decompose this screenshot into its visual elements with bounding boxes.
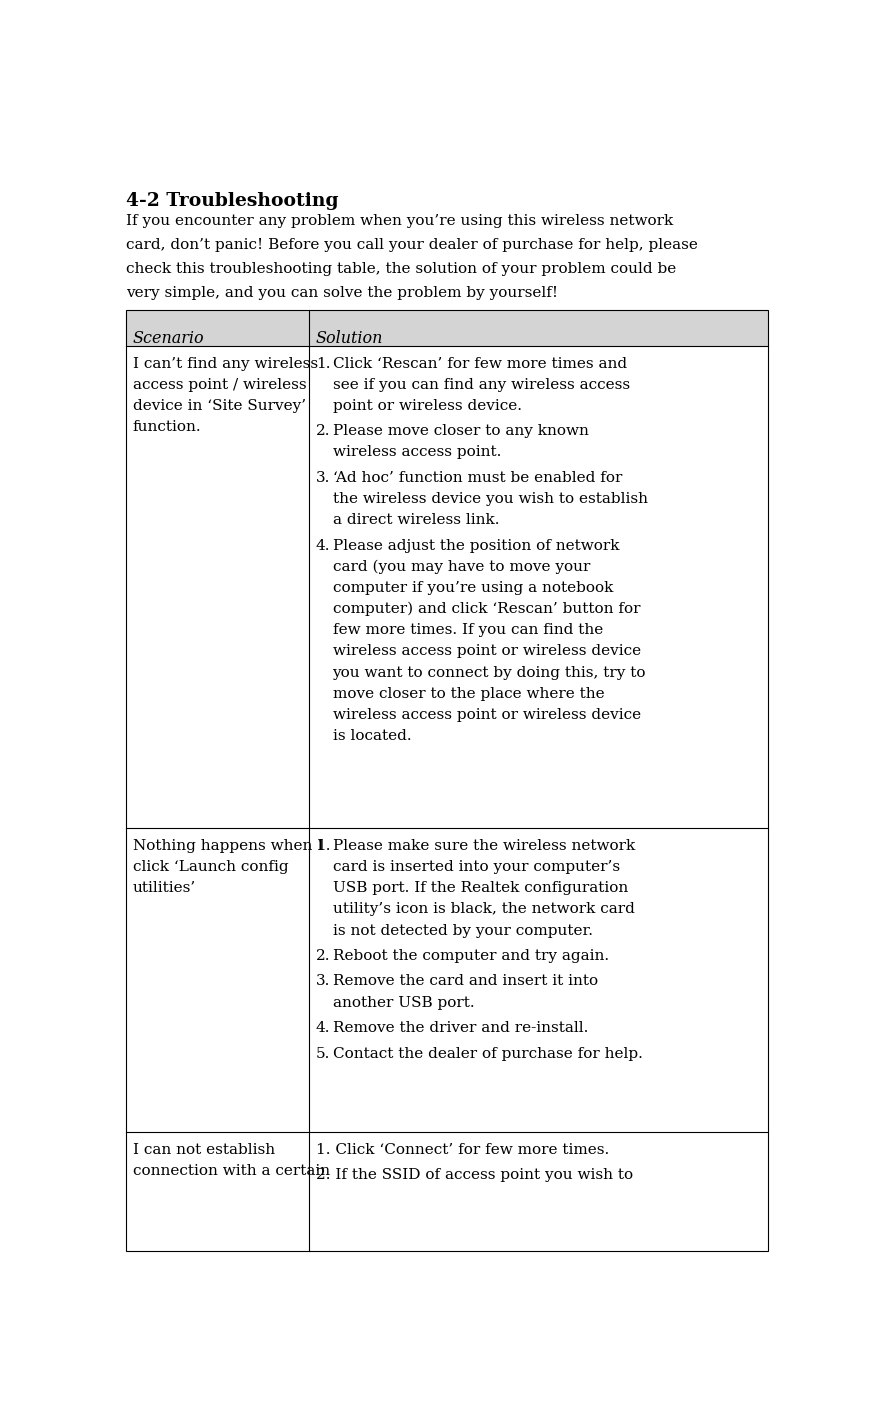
Text: few more times. If you can find the: few more times. If you can find the xyxy=(332,624,603,638)
Text: Contact the dealer of purchase for help.: Contact the dealer of purchase for help. xyxy=(332,1046,643,1060)
Text: 3.: 3. xyxy=(316,470,330,484)
Text: device in ‘Site Survey’: device in ‘Site Survey’ xyxy=(133,398,306,413)
Text: very simple, and you can solve the problem by yourself!: very simple, and you can solve the probl… xyxy=(126,286,558,300)
Text: connection with a certain: connection with a certain xyxy=(133,1163,330,1177)
Text: Please move closer to any known: Please move closer to any known xyxy=(332,424,589,438)
Text: click ‘Launch config: click ‘Launch config xyxy=(133,860,289,874)
Text: 1.: 1. xyxy=(316,839,330,853)
Text: card (you may have to move your: card (you may have to move your xyxy=(332,560,589,574)
Text: ‘Ad hoc’ function must be enabled for: ‘Ad hoc’ function must be enabled for xyxy=(332,470,622,484)
Text: Solution: Solution xyxy=(316,329,383,346)
Text: 2.: 2. xyxy=(316,949,330,963)
Text: a direct wireless link.: a direct wireless link. xyxy=(332,513,499,527)
Text: see if you can find any wireless access: see if you can find any wireless access xyxy=(332,377,630,391)
Text: point or wireless device.: point or wireless device. xyxy=(332,398,521,413)
Text: I can’t find any wireless: I can’t find any wireless xyxy=(133,356,317,370)
Text: card, don’t panic! Before you call your dealer of purchase for help, please: card, don’t panic! Before you call your … xyxy=(126,238,698,252)
Text: move closer to the place where the: move closer to the place where the xyxy=(332,687,604,701)
Text: If you encounter any problem when you’re using this wireless network: If you encounter any problem when you’re… xyxy=(126,214,673,228)
Text: Scenario: Scenario xyxy=(133,329,204,346)
Text: computer if you’re using a notebook: computer if you’re using a notebook xyxy=(332,582,613,596)
Text: Please adjust the position of network: Please adjust the position of network xyxy=(332,539,619,553)
Text: 2.: 2. xyxy=(316,424,330,438)
Text: access point / wireless: access point / wireless xyxy=(133,377,306,391)
Text: 4.: 4. xyxy=(316,539,330,553)
Text: 1.: 1. xyxy=(316,356,330,370)
Text: 3.: 3. xyxy=(316,974,330,988)
Text: 2. If the SSID of access point you wish to: 2. If the SSID of access point you wish … xyxy=(316,1169,633,1181)
Text: the wireless device you wish to establish: the wireless device you wish to establis… xyxy=(332,491,648,505)
Text: I can not establish: I can not establish xyxy=(133,1142,275,1156)
Text: another USB port.: another USB port. xyxy=(332,995,474,1010)
Text: function.: function. xyxy=(133,420,201,434)
Text: Nothing happens when I: Nothing happens when I xyxy=(133,839,323,853)
Text: 4.: 4. xyxy=(316,1021,330,1035)
Bar xyxy=(126,310,768,1250)
Text: 4-2 Troubleshooting: 4-2 Troubleshooting xyxy=(126,191,338,210)
Text: USB port. If the Realtek configuration: USB port. If the Realtek configuration xyxy=(332,881,628,895)
Text: computer) and click ‘Rescan’ button for: computer) and click ‘Rescan’ button for xyxy=(332,603,640,617)
Text: Click ‘Rescan’ for few more times and: Click ‘Rescan’ for few more times and xyxy=(332,356,627,370)
Bar xyxy=(126,310,768,346)
Text: utility’s icon is black, the network card: utility’s icon is black, the network car… xyxy=(332,903,635,917)
Text: Reboot the computer and try again.: Reboot the computer and try again. xyxy=(332,949,609,963)
Text: wireless access point.: wireless access point. xyxy=(332,445,501,459)
Text: Remove the card and insert it into: Remove the card and insert it into xyxy=(332,974,597,988)
Text: you want to connect by doing this, try to: you want to connect by doing this, try t… xyxy=(332,666,646,680)
Text: card is inserted into your computer’s: card is inserted into your computer’s xyxy=(332,860,620,874)
Text: 5.: 5. xyxy=(316,1046,330,1060)
Text: is not detected by your computer.: is not detected by your computer. xyxy=(332,924,592,938)
Text: wireless access point or wireless device: wireless access point or wireless device xyxy=(332,645,641,659)
Text: wireless access point or wireless device: wireless access point or wireless device xyxy=(332,708,641,722)
Text: utilities’: utilities’ xyxy=(133,881,196,895)
Text: is located.: is located. xyxy=(332,729,411,743)
Text: Please make sure the wireless network: Please make sure the wireless network xyxy=(332,839,635,853)
Text: check this troubleshooting table, the solution of your problem could be: check this troubleshooting table, the so… xyxy=(126,262,676,276)
Text: 1. Click ‘Connect’ for few more times.: 1. Click ‘Connect’ for few more times. xyxy=(316,1142,609,1156)
Text: Remove the driver and re-install.: Remove the driver and re-install. xyxy=(332,1021,588,1035)
